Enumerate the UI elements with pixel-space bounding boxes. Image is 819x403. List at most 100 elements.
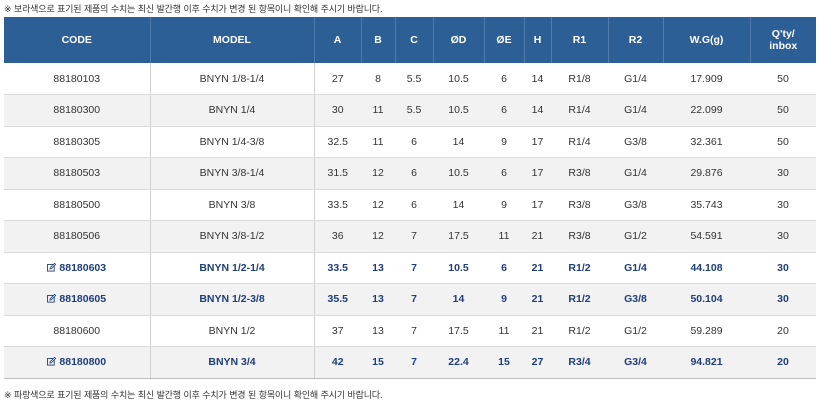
cell-od: 10.5 xyxy=(433,252,484,284)
cell-oe: 11 xyxy=(484,220,524,253)
cell-value: 14 xyxy=(531,72,544,85)
cell-h: 17 xyxy=(524,189,551,221)
cell-r2: G1/4 xyxy=(608,157,663,190)
cell-value: BNYN 1/2-3/8 xyxy=(199,293,265,306)
cell-qty: 50 xyxy=(750,94,816,127)
cell-wg: 50.104 xyxy=(663,283,750,316)
cell-c: 7 xyxy=(395,252,433,284)
cell-value: BNYN 1/4-3/8 xyxy=(199,135,265,148)
cell-value: 17 xyxy=(531,135,544,148)
cell-value: 94.821 xyxy=(690,356,723,369)
cell-value: 10.5 xyxy=(448,72,469,85)
cell-value: 17.909 xyxy=(690,72,723,85)
table-row: 88180600 BNYN 1/2 37 13 7 17.5 11 21 R1/2 G1/2 59.… xyxy=(4,315,816,347)
cell-h: 21 xyxy=(524,220,551,253)
header-row: CODE MODEL A B C ØD ØE H R1 R2 W.G(g) Q'ty/ inbox xyxy=(4,17,816,63)
column-header-od: ØD xyxy=(433,17,485,63)
cell-qty: 30 xyxy=(750,189,816,221)
bottom-note: ※ 파랑색으로 표기된 제품의 수치는 최신 발간행 이후 수치가 변경 된 항… xyxy=(4,391,383,401)
cell-value: 30 xyxy=(777,293,789,306)
cell-oe: 9 xyxy=(484,283,524,316)
cell-a: 27 xyxy=(314,63,361,95)
cell-b: 12 xyxy=(361,220,395,253)
cell-value: R3/8 xyxy=(568,230,591,243)
cell-value: 35.743 xyxy=(690,198,723,211)
cell-r2: G1/4 xyxy=(608,252,663,284)
cell-code: 88180800 xyxy=(4,346,151,379)
cell-a: 36 xyxy=(314,220,361,253)
cell-r2: G3/8 xyxy=(608,189,663,221)
cell-value: 15 xyxy=(372,356,384,369)
cell-b: 15 xyxy=(361,346,395,379)
cell-value: 9 xyxy=(501,293,507,306)
cell-value: R1/4 xyxy=(568,135,591,148)
cell-value: R1/2 xyxy=(568,324,591,337)
cell-oe: 6 xyxy=(484,94,524,127)
cell-a: 42 xyxy=(314,346,361,379)
table-row: 88180605 BNYN 1/2-3/8 35.5 13 7 14 9 21 R1/2 G3/8… xyxy=(4,283,816,316)
cell-value: G3/4 xyxy=(624,356,647,369)
cell-value: 8 xyxy=(375,72,381,85)
cell-value: 7 xyxy=(411,293,417,306)
table-row: 88180503 BNYN 3/8-1/4 31.5 12 6 10.5 6 17 R3/8 G1… xyxy=(4,157,816,190)
cell-value: 13 xyxy=(372,324,384,337)
cell-value: 6 xyxy=(501,261,507,274)
cell-value: 12 xyxy=(372,198,384,211)
cell-value: 88180305 xyxy=(53,135,101,148)
cell-value: 30 xyxy=(777,230,789,243)
cell-value: 27 xyxy=(531,356,544,369)
column-header-qty: Q'ty/ inbox xyxy=(750,17,816,63)
cell-value: 22.4 xyxy=(448,356,469,369)
cell-c: 5.5 xyxy=(395,63,433,95)
cell-wg: 22.099 xyxy=(663,94,750,127)
cell-value: 88180800 xyxy=(59,356,107,369)
cell-value: 88180503 xyxy=(53,167,101,180)
cell-b: 12 xyxy=(361,157,395,190)
cell-value: 20 xyxy=(777,324,789,337)
cell-r2: G3/4 xyxy=(608,346,663,379)
cell-qty: 50 xyxy=(750,126,816,158)
cell-oe: 9 xyxy=(484,126,524,158)
cell-value: G1/4 xyxy=(624,167,647,180)
cell-r1: R3/8 xyxy=(551,189,608,221)
cell-value: G1/4 xyxy=(624,261,647,274)
cell-od: 22.4 xyxy=(433,346,484,379)
cell-od: 10.5 xyxy=(433,157,484,190)
cell-qty: 30 xyxy=(750,157,816,190)
cell-code: 88180600 xyxy=(4,315,151,347)
cell-value: 30 xyxy=(777,167,789,180)
cell-value: 88180506 xyxy=(53,230,101,243)
cell-value: R1/4 xyxy=(568,104,591,117)
edit-icon xyxy=(47,294,57,303)
cell-value: 30 xyxy=(777,261,789,274)
cell-model: BNYN 1/8-1/4 xyxy=(150,63,315,95)
cell-r2: G3/8 xyxy=(608,126,663,158)
cell-value: 11 xyxy=(498,324,510,337)
top-note: ※ 보라색으로 표기된 제품의 수치는 최신 발간행 이후 수치가 변경 된 항… xyxy=(4,5,383,15)
cell-value: 44.108 xyxy=(690,261,723,274)
cell-value: BNYN 1/2 xyxy=(208,324,256,337)
table-row: 88180800 BNYN 3/4 42 15 7 22.4 15 27 R3/4 G3/4 94.… xyxy=(4,346,816,379)
cell-value: 10.5 xyxy=(448,104,469,117)
cell-a: 37 xyxy=(314,315,361,347)
cell-value: 36 xyxy=(331,230,344,243)
cell-r1: R1/2 xyxy=(551,252,608,284)
column-header-a: A xyxy=(314,17,362,63)
cell-wg: 17.909 xyxy=(663,63,750,95)
cell-model: BNYN 1/4 xyxy=(150,94,315,127)
cell-value: 50.104 xyxy=(690,293,723,306)
cell-oe: 11 xyxy=(484,315,524,347)
cell-qty: 20 xyxy=(750,315,816,347)
cell-value: 12 xyxy=(372,230,384,243)
cell-od: 14 xyxy=(433,189,484,221)
cell-b: 11 xyxy=(361,94,395,127)
cell-od: 14 xyxy=(433,283,484,316)
cell-a: 33.5 xyxy=(314,252,361,284)
cell-value: BNYN 3/8-1/2 xyxy=(199,230,265,243)
cell-oe: 6 xyxy=(484,157,524,190)
cell-model: BNYN 3/8-1/2 xyxy=(150,220,315,253)
cell-value: 14 xyxy=(452,135,465,148)
cell-value: 9 xyxy=(501,198,507,211)
cell-value: 17 xyxy=(531,198,544,211)
cell-oe: 15 xyxy=(484,346,524,379)
